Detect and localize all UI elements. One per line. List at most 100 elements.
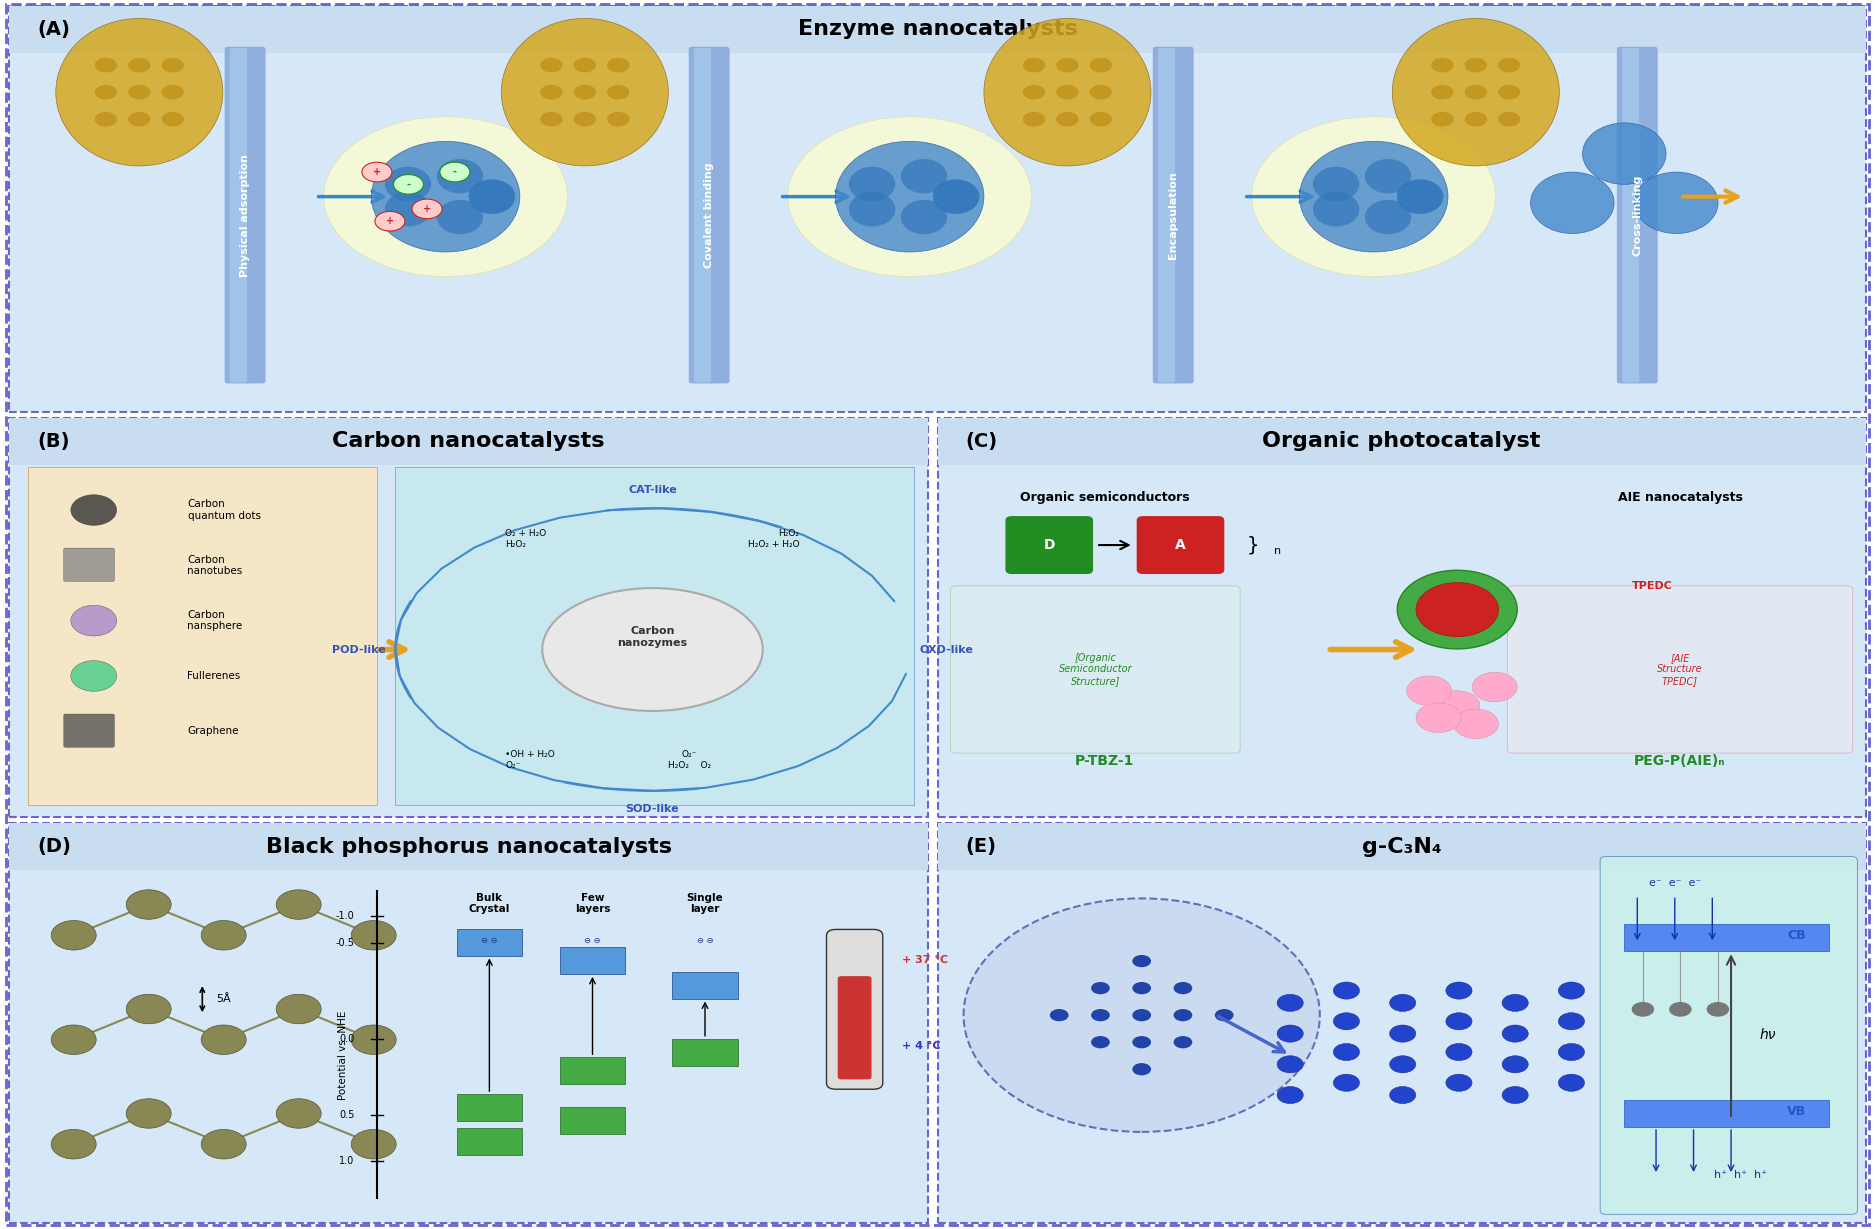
Text: N: N (1181, 1040, 1185, 1045)
Ellipse shape (469, 179, 516, 214)
Text: TPEDC: TPEDC (1631, 580, 1672, 591)
Circle shape (1024, 85, 1044, 100)
Ellipse shape (849, 167, 896, 202)
Circle shape (51, 921, 96, 950)
Ellipse shape (1530, 172, 1614, 234)
Text: Single
layer: Single layer (686, 892, 724, 914)
Circle shape (1132, 1009, 1151, 1021)
Text: 5Å: 5Å (216, 994, 231, 1004)
Circle shape (574, 85, 596, 100)
Circle shape (1252, 117, 1496, 277)
Text: 0.5: 0.5 (339, 1110, 354, 1120)
Circle shape (1431, 112, 1453, 127)
Circle shape (1132, 1036, 1151, 1048)
Circle shape (1446, 1074, 1472, 1091)
Circle shape (1502, 1086, 1528, 1104)
Ellipse shape (437, 200, 484, 235)
Circle shape (201, 921, 246, 950)
Circle shape (540, 58, 562, 73)
Text: D: D (1044, 538, 1056, 552)
Ellipse shape (1365, 200, 1412, 235)
Circle shape (1174, 1009, 1192, 1021)
Circle shape (276, 1099, 321, 1128)
FancyBboxPatch shape (838, 976, 872, 1079)
FancyBboxPatch shape (1622, 48, 1639, 382)
Text: Organic semiconductors: Organic semiconductors (1020, 492, 1189, 504)
Circle shape (1277, 994, 1303, 1011)
Circle shape (1050, 1009, 1069, 1021)
Circle shape (96, 58, 116, 73)
FancyBboxPatch shape (1153, 47, 1194, 383)
Circle shape (1431, 58, 1453, 73)
Circle shape (1089, 58, 1112, 73)
Circle shape (1472, 672, 1517, 702)
Text: (B): (B) (38, 431, 69, 451)
Text: Fullerenes: Fullerenes (188, 671, 240, 681)
Text: Cross-linking: Cross-linking (1633, 175, 1642, 256)
Text: Few
layers: Few layers (576, 892, 609, 914)
Text: Carbon
quantum dots: Carbon quantum dots (188, 499, 261, 521)
Ellipse shape (1397, 179, 1444, 214)
Circle shape (1446, 1013, 1472, 1030)
FancyBboxPatch shape (458, 1128, 521, 1155)
Circle shape (394, 175, 424, 194)
Text: N: N (1181, 986, 1185, 991)
Text: Graphene: Graphene (188, 726, 238, 736)
Circle shape (1416, 583, 1498, 637)
Circle shape (126, 890, 171, 919)
Ellipse shape (1397, 179, 1444, 214)
FancyBboxPatch shape (9, 823, 928, 870)
Circle shape (1558, 1043, 1584, 1061)
Circle shape (1434, 691, 1479, 720)
Text: Enzyme nanocatalysts: Enzyme nanocatalysts (797, 20, 1078, 39)
Text: -: - (407, 179, 411, 189)
Circle shape (1215, 1009, 1234, 1021)
Text: e⁻  e⁻  e⁻: e⁻ e⁻ e⁻ (1648, 879, 1701, 889)
Text: ⊖ ⊖: ⊖ ⊖ (585, 936, 600, 945)
Circle shape (1056, 85, 1078, 100)
Circle shape (351, 921, 396, 950)
FancyBboxPatch shape (9, 6, 1866, 53)
Ellipse shape (836, 141, 984, 252)
Ellipse shape (71, 606, 116, 637)
Circle shape (441, 162, 471, 182)
Ellipse shape (1312, 167, 1359, 202)
Circle shape (1277, 1025, 1303, 1042)
Circle shape (608, 85, 630, 100)
Ellipse shape (437, 159, 484, 193)
FancyBboxPatch shape (694, 48, 711, 382)
Text: Potential vs. NHE: Potential vs. NHE (338, 1010, 349, 1100)
FancyBboxPatch shape (9, 6, 1866, 412)
FancyBboxPatch shape (28, 467, 377, 805)
FancyBboxPatch shape (1616, 47, 1658, 383)
Circle shape (1431, 85, 1453, 100)
Text: N: N (1099, 986, 1102, 991)
Circle shape (412, 199, 442, 219)
Circle shape (1498, 58, 1521, 73)
Circle shape (1333, 1074, 1359, 1091)
Ellipse shape (1312, 192, 1359, 226)
Circle shape (128, 58, 150, 73)
Text: +: + (386, 216, 394, 226)
Ellipse shape (934, 179, 979, 214)
Circle shape (1132, 982, 1151, 994)
FancyBboxPatch shape (1508, 586, 1852, 753)
Text: SOD-like: SOD-like (626, 804, 679, 815)
Text: P-TBZ-1: P-TBZ-1 (1074, 755, 1134, 768)
Circle shape (1024, 58, 1044, 73)
Text: +: + (424, 204, 431, 214)
Circle shape (375, 211, 405, 231)
FancyBboxPatch shape (559, 946, 626, 973)
Circle shape (1091, 982, 1110, 994)
Circle shape (1498, 112, 1521, 127)
Circle shape (128, 85, 150, 100)
Circle shape (1333, 1013, 1359, 1030)
Circle shape (1277, 1086, 1303, 1104)
Circle shape (126, 994, 171, 1024)
Circle shape (1631, 1002, 1654, 1016)
FancyBboxPatch shape (559, 1057, 626, 1084)
FancyBboxPatch shape (1599, 857, 1858, 1214)
Text: POD-like: POD-like (332, 644, 386, 655)
Ellipse shape (384, 167, 431, 202)
Circle shape (1453, 709, 1498, 739)
